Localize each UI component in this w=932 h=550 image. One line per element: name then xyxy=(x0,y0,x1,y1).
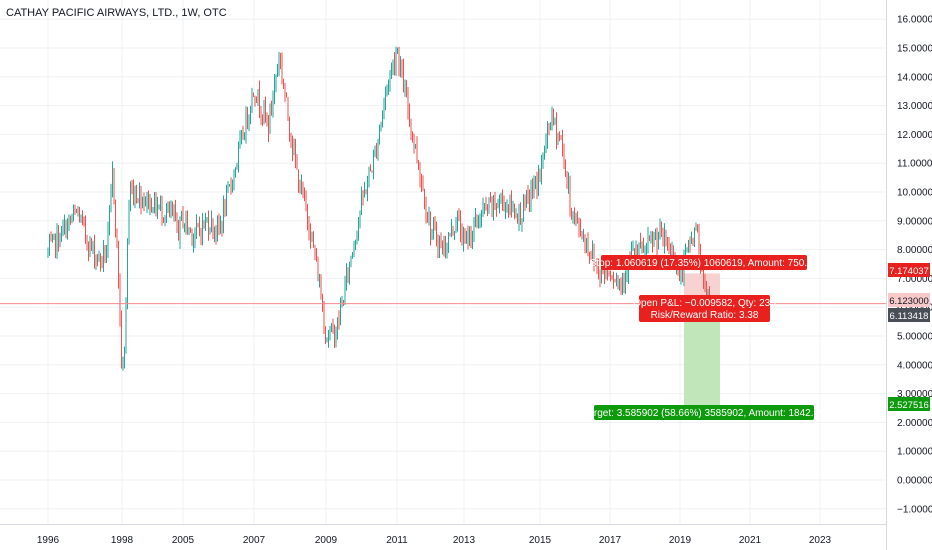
pnl-label[interactable]: Open P&L: −0.009582, Qty: 235 Risk/Rewar… xyxy=(633,295,776,322)
x-tick-label: 2011 xyxy=(386,535,408,546)
target-label[interactable]: Target: 3.585902 (58.66%) 3585902, Amoun… xyxy=(583,405,825,420)
axis-tag-entry: 6.123000 xyxy=(888,293,930,307)
axis-tag-current: 6.113418 xyxy=(888,308,930,322)
x-tick-label: 2015 xyxy=(529,535,552,546)
chart-title: CATHAY PACIFIC AIRWAYS, LTD., 1W, OTC xyxy=(6,7,227,19)
svg-text:6.123000: 6.123000 xyxy=(889,296,929,307)
svg-text:7.174037: 7.174037 xyxy=(889,266,929,277)
svg-text:Target: 3.585902 (58.66%) 3585: Target: 3.585902 (58.66%) 3585902, Amoun… xyxy=(583,408,825,419)
x-tick-label: 2007 xyxy=(243,535,266,546)
x-tick-label: 2019 xyxy=(669,535,692,546)
x-tick-label: 2009 xyxy=(315,535,338,546)
svg-text:Risk/Reward Ratio: 3.38: Risk/Reward Ratio: 3.38 xyxy=(651,310,759,321)
grid-lines xyxy=(0,0,886,524)
x-tick-label: 2021 xyxy=(739,535,762,546)
svg-text:2.527516: 2.527516 xyxy=(889,400,929,411)
svg-text:Open P&L: −0.009582, Qty: 235: Open P&L: −0.009582, Qty: 235 xyxy=(633,298,776,309)
axis-tag-stop: 7.174037 xyxy=(888,263,930,277)
svg-text:Stop: 1.060619 (17.35%) 106061: Stop: 1.060619 (17.35%) 1060619, Amount:… xyxy=(590,258,819,269)
position-zones xyxy=(684,273,720,408)
x-tick-label: 1996 xyxy=(37,535,60,546)
axis-tag-target: 2.527516 xyxy=(888,397,930,411)
x-tick-label: 2005 xyxy=(172,535,195,546)
x-tick-label: 2013 xyxy=(453,535,476,546)
time-axis[interactable]: 1996 1998 2005 2007 2009 2011 2013 2015 2017 2019… xyxy=(37,535,832,546)
x-tick-label: 1998 xyxy=(111,535,134,546)
svg-text:6.113418: 6.113418 xyxy=(890,311,929,322)
x-tick-label: 2023 xyxy=(809,535,832,546)
price-candles xyxy=(47,46,710,371)
stop-label[interactable]: Stop: 1.060619 (17.35%) 1060619, Amount:… xyxy=(590,255,819,270)
x-tick-label: 2017 xyxy=(599,535,622,546)
